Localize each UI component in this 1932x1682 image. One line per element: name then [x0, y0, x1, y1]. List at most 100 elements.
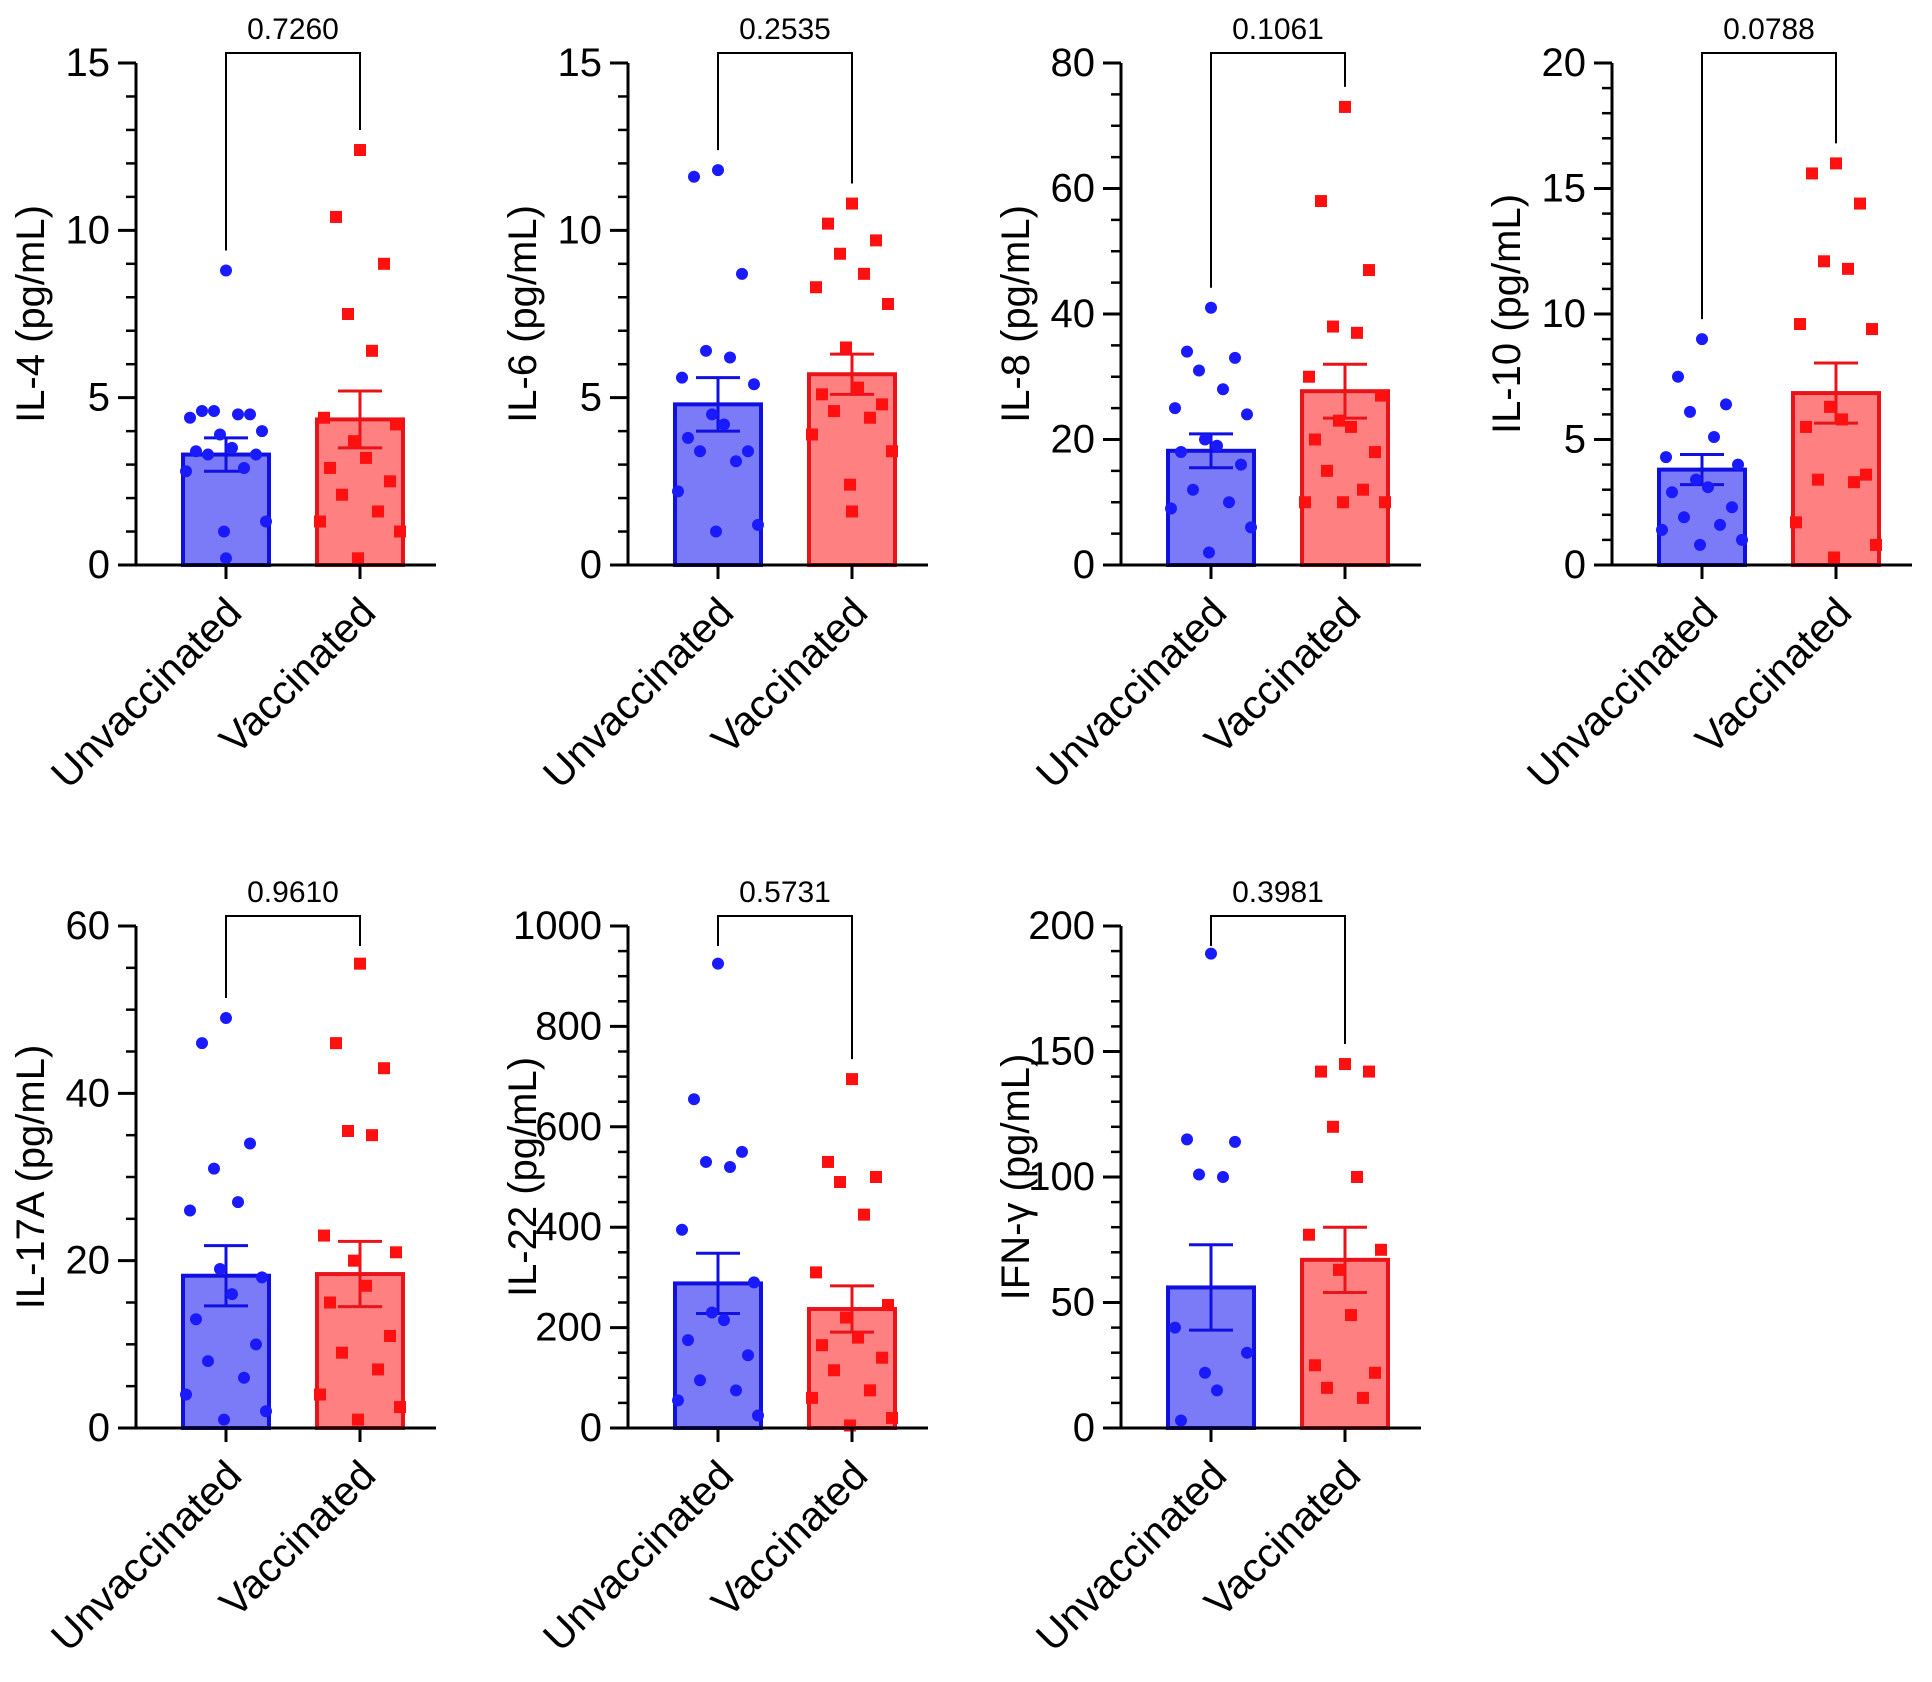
data-point-vaccinated [1800, 420, 1812, 433]
data-point-unvaccinated [1714, 518, 1726, 531]
data-point-vaccinated [806, 1391, 818, 1404]
data-point-unvaccinated [256, 425, 268, 438]
y-tick-label: 5 [88, 376, 110, 420]
y-tick-label: 15 [558, 41, 603, 85]
data-point-vaccinated [1828, 551, 1840, 564]
significance-bracket [717, 52, 853, 184]
data-point-unvaccinated [260, 1405, 272, 1418]
data-point-unvaccinated [694, 1374, 706, 1387]
data-point-unvaccinated [1199, 433, 1211, 446]
data-point-vaccinated [1860, 468, 1872, 481]
data-point-vaccinated [852, 381, 864, 394]
data-point-vaccinated [360, 451, 372, 464]
data-point-vaccinated [858, 1208, 870, 1221]
data-point-vaccinated [1327, 320, 1339, 333]
significance-bracket [225, 915, 361, 999]
data-point-unvaccinated [1205, 947, 1217, 960]
data-point-vaccinated [1363, 1065, 1375, 1078]
y-axis-title: IFN-γ (pg/mL) [994, 1054, 1038, 1301]
data-point-vaccinated [1363, 264, 1375, 277]
data-point-vaccinated [1369, 446, 1381, 459]
data-point-vaccinated [1375, 1243, 1387, 1256]
data-point-unvaccinated [1181, 1133, 1193, 1146]
data-point-vaccinated [1379, 496, 1391, 509]
data-point-unvaccinated [196, 1037, 208, 1050]
y-tick-label: 5 [580, 376, 602, 420]
category-label-unvaccinated: Unvaccinated [1027, 1452, 1235, 1660]
data-point-vaccinated [1357, 1391, 1369, 1404]
data-point-unvaccinated [1235, 458, 1247, 471]
data-point-unvaccinated [232, 1196, 244, 1209]
data-point-unvaccinated [208, 405, 220, 418]
data-point-unvaccinated [1211, 1384, 1223, 1397]
data-point-unvaccinated [1205, 301, 1217, 314]
data-point-vaccinated [1315, 1065, 1327, 1078]
data-point-vaccinated [886, 445, 898, 458]
data-point-unvaccinated [238, 1371, 250, 1384]
data-point-vaccinated [348, 435, 360, 448]
y-tick-label: 0 [88, 1406, 110, 1450]
data-point-unvaccinated [184, 411, 196, 424]
data-point-unvaccinated [190, 1313, 202, 1326]
data-point-vaccinated [834, 1176, 846, 1189]
data-point-vaccinated [1357, 483, 1369, 496]
data-point-vaccinated [1836, 413, 1848, 426]
data-point-vaccinated [1870, 538, 1882, 551]
data-point-unvaccinated [1694, 538, 1706, 551]
y-tick-label: 5 [1564, 418, 1586, 462]
data-point-vaccinated [1321, 464, 1333, 477]
p-value-label: 0.1061 [1232, 13, 1324, 46]
data-point-vaccinated [840, 341, 852, 354]
data-point-vaccinated [1830, 157, 1842, 170]
data-point-unvaccinated [700, 1155, 712, 1168]
data-point-vaccinated [1333, 414, 1345, 427]
data-point-unvaccinated [706, 1306, 718, 1319]
data-point-vaccinated [390, 1246, 402, 1259]
data-point-unvaccinated [226, 1288, 238, 1301]
y-tick-label: 40 [66, 1071, 111, 1115]
data-point-vaccinated [1327, 1120, 1339, 1133]
data-point-unvaccinated [1690, 473, 1702, 486]
data-point-vaccinated [870, 1171, 882, 1183]
data-point-vaccinated [354, 957, 366, 970]
y-tick-label: 40 [1051, 292, 1096, 336]
category-label-unvaccinated: Unvaccinated [42, 1452, 250, 1660]
data-point-unvaccinated [1732, 458, 1744, 471]
data-point-unvaccinated [748, 378, 760, 391]
data-point-vaccinated [858, 267, 870, 280]
y-tick-label: 60 [1051, 167, 1096, 211]
data-point-vaccinated [366, 344, 378, 357]
significance-bracket [1701, 52, 1837, 320]
data-point-unvaccinated [1223, 496, 1235, 509]
category-label-unvaccinated: Unvaccinated [1518, 589, 1726, 797]
data-point-vaccinated [394, 525, 406, 538]
data-point-unvaccinated [1175, 1414, 1187, 1427]
y-tick-label: 10 [66, 208, 111, 252]
data-point-vaccinated [1854, 197, 1866, 210]
data-point-unvaccinated [220, 1012, 232, 1025]
data-point-unvaccinated [1175, 446, 1187, 459]
y-tick-label: 80 [1051, 41, 1096, 85]
data-point-vaccinated [1842, 262, 1854, 275]
data-point-unvaccinated [244, 408, 256, 421]
data-point-vaccinated [366, 1129, 378, 1142]
y-tick-label: 50 [1051, 1281, 1096, 1325]
data-point-vaccinated [1309, 1359, 1321, 1372]
y-tick-label: 0 [88, 543, 110, 587]
data-point-vaccinated [1299, 496, 1311, 509]
y-tick-label: 10 [558, 208, 603, 252]
data-point-vaccinated [1303, 370, 1315, 383]
data-point-vaccinated [1818, 255, 1830, 268]
data-point-vaccinated [1375, 389, 1387, 402]
data-point-vaccinated [844, 1419, 856, 1432]
data-point-vaccinated [336, 488, 348, 501]
data-point-vaccinated [882, 1299, 894, 1312]
y-tick-label: 0 [1564, 543, 1586, 587]
data-point-vaccinated [1345, 1309, 1357, 1322]
p-value-label: 0.9610 [247, 876, 339, 909]
data-point-vaccinated [864, 411, 876, 424]
data-point-unvaccinated [196, 405, 208, 418]
